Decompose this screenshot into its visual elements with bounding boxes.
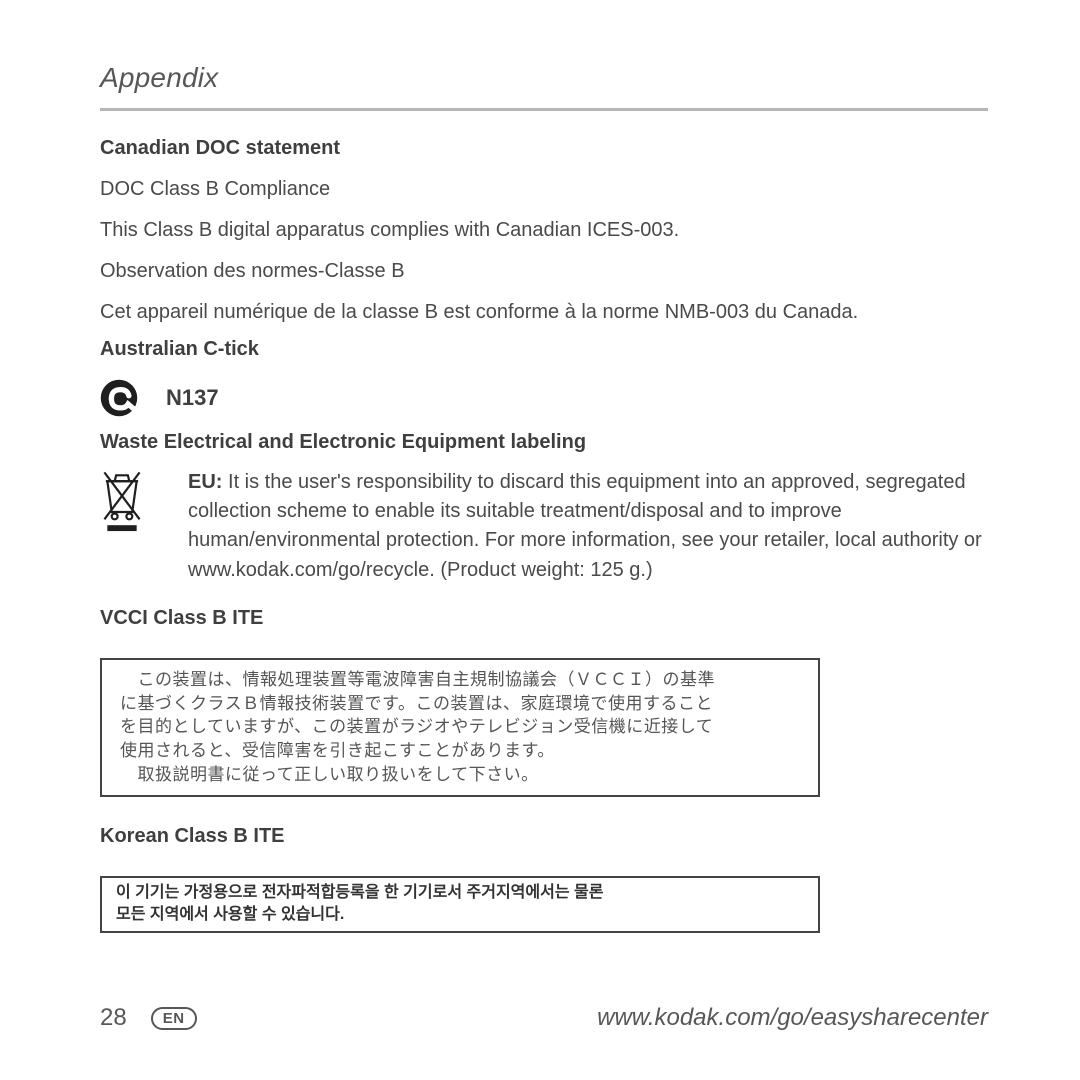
vcci-line-1: この装置は、情報処理装置等電波障害自主規制協議会（ＶＣＣＩ）の基準 — [120, 668, 800, 692]
weee-eu-label: EU: — [188, 471, 222, 493]
canadian-line-3: Observation des normes-Classe B — [100, 256, 988, 287]
korean-notice-box: 이 기기는 가정용으로 전자파적합등록을 한 기기로서 주거지역에서는 물론 모… — [100, 876, 820, 933]
ctick-number: N137 — [166, 385, 219, 411]
page-number: 28 — [100, 1004, 127, 1032]
vcci-heading: VCCI Class B ITE — [100, 607, 988, 630]
language-badge: EN — [151, 1007, 197, 1030]
vcci-line-3: を目的としていますが、この装置がラジオやテレビジョン受信機に近接して — [120, 715, 800, 739]
page-footer: 28 EN www.kodak.com/go/easysharecenter — [100, 1004, 988, 1032]
canadian-line-2: This Class B digital apparatus complies … — [100, 215, 988, 246]
ctick-icon — [100, 379, 138, 417]
vcci-line-4: 使用されると、受信障害を引き起こすことがあります。 — [120, 739, 800, 763]
vcci-line-2: に基づくクラスＢ情報技術装置です。この装置は、家庭環境で使用すること — [120, 692, 800, 716]
canadian-doc-heading: Canadian DOC statement — [100, 137, 988, 160]
korean-line-1: 이 기기는 가정용으로 전자파적합등록을 한 기기로서 주거지역에서는 물론 — [116, 882, 804, 904]
australian-ctick-heading: Australian C-tick — [100, 338, 988, 361]
vcci-notice-box: この装置は、情報処理装置等電波障害自主規制協議会（ＶＣＣＩ）の基準 に基づくクラ… — [100, 658, 820, 797]
korean-line-2: 모든 지역에서 사용할 수 있습니다. — [116, 904, 804, 926]
weee-heading: Waste Electrical and Electronic Equipmen… — [100, 431, 988, 454]
page-section-title: Appendix — [100, 62, 988, 94]
weee-row: EU: It is the user's responsibility to d… — [100, 468, 988, 585]
weee-body: EU: It is the user's responsibility to d… — [188, 468, 988, 585]
header-divider — [100, 108, 988, 111]
ctick-row: N137 — [100, 379, 988, 417]
canadian-line-4: Cet appareil numérique de la classe B es… — [100, 297, 988, 328]
korean-heading: Korean Class B ITE — [100, 825, 988, 848]
vcci-line-5: 取扱説明書に従って正しい取り扱いをして下さい。 — [120, 763, 800, 787]
footer-url: www.kodak.com/go/easysharecenter — [597, 1004, 988, 1032]
canadian-line-1: DOC Class B Compliance — [100, 174, 988, 205]
weee-body-text: It is the user's responsibility to disca… — [188, 471, 982, 581]
footer-left: 28 EN — [100, 1004, 197, 1032]
weee-bin-icon — [100, 468, 144, 534]
